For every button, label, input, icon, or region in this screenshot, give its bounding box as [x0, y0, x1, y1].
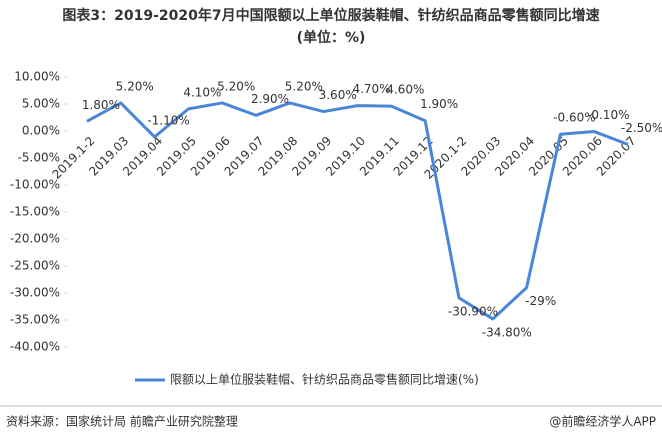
data-label: -2.50% [621, 121, 662, 135]
data-label: 1.90% [420, 97, 458, 111]
y-tick-label: 0.00% [22, 124, 60, 138]
data-label: 5.20% [217, 79, 255, 93]
source: 资料来源：国家统计局 前瞻产业研究院整理 [6, 414, 238, 429]
y-tick-label: 10.00% [14, 70, 60, 84]
data-label: 5.20% [285, 79, 323, 93]
chart-subtitle: (单位：%) [297, 29, 366, 46]
data-label: -34.80% [482, 325, 532, 339]
credit: @前瞻经济学人APP [549, 414, 656, 429]
data-label: 4.70% [352, 82, 390, 96]
y-tick-label: -35.00% [10, 313, 60, 327]
y-tick-label: 5.00% [22, 97, 60, 111]
y-tick-label: -25.00% [10, 259, 60, 273]
data-label: 2.90% [251, 92, 289, 106]
y-tick-label: -40.00% [10, 340, 60, 354]
legend-label: 限额以上单位服装鞋帽、针纺织品商品零售额同比增速(%) [170, 372, 479, 387]
data-label: 1.80% [82, 98, 120, 112]
data-label: -1.10% [147, 113, 189, 127]
series-line [86, 101, 629, 321]
chart-title: 图表3：2019-2020年7月中国限额以上单位服装鞋帽、针纺织品商品零售额同比… [62, 7, 599, 24]
y-tick-label: -5.00% [18, 151, 60, 165]
y-tick-label: -20.00% [10, 232, 60, 246]
data-label: 4.60% [386, 83, 424, 97]
data-label: -0.10% [587, 108, 629, 122]
data-label: 4.10% [183, 85, 221, 99]
data-label: -30.90% [448, 304, 498, 318]
data-label: 3.60% [319, 88, 357, 102]
data-label: -0.60% [553, 111, 595, 125]
data-label: 5.20% [116, 79, 154, 93]
y-tick-label: -10.00% [10, 178, 60, 192]
y-tick-label: -15.00% [10, 205, 60, 219]
y-tick-label: -30.00% [10, 286, 60, 300]
data-label: -29% [525, 294, 556, 308]
